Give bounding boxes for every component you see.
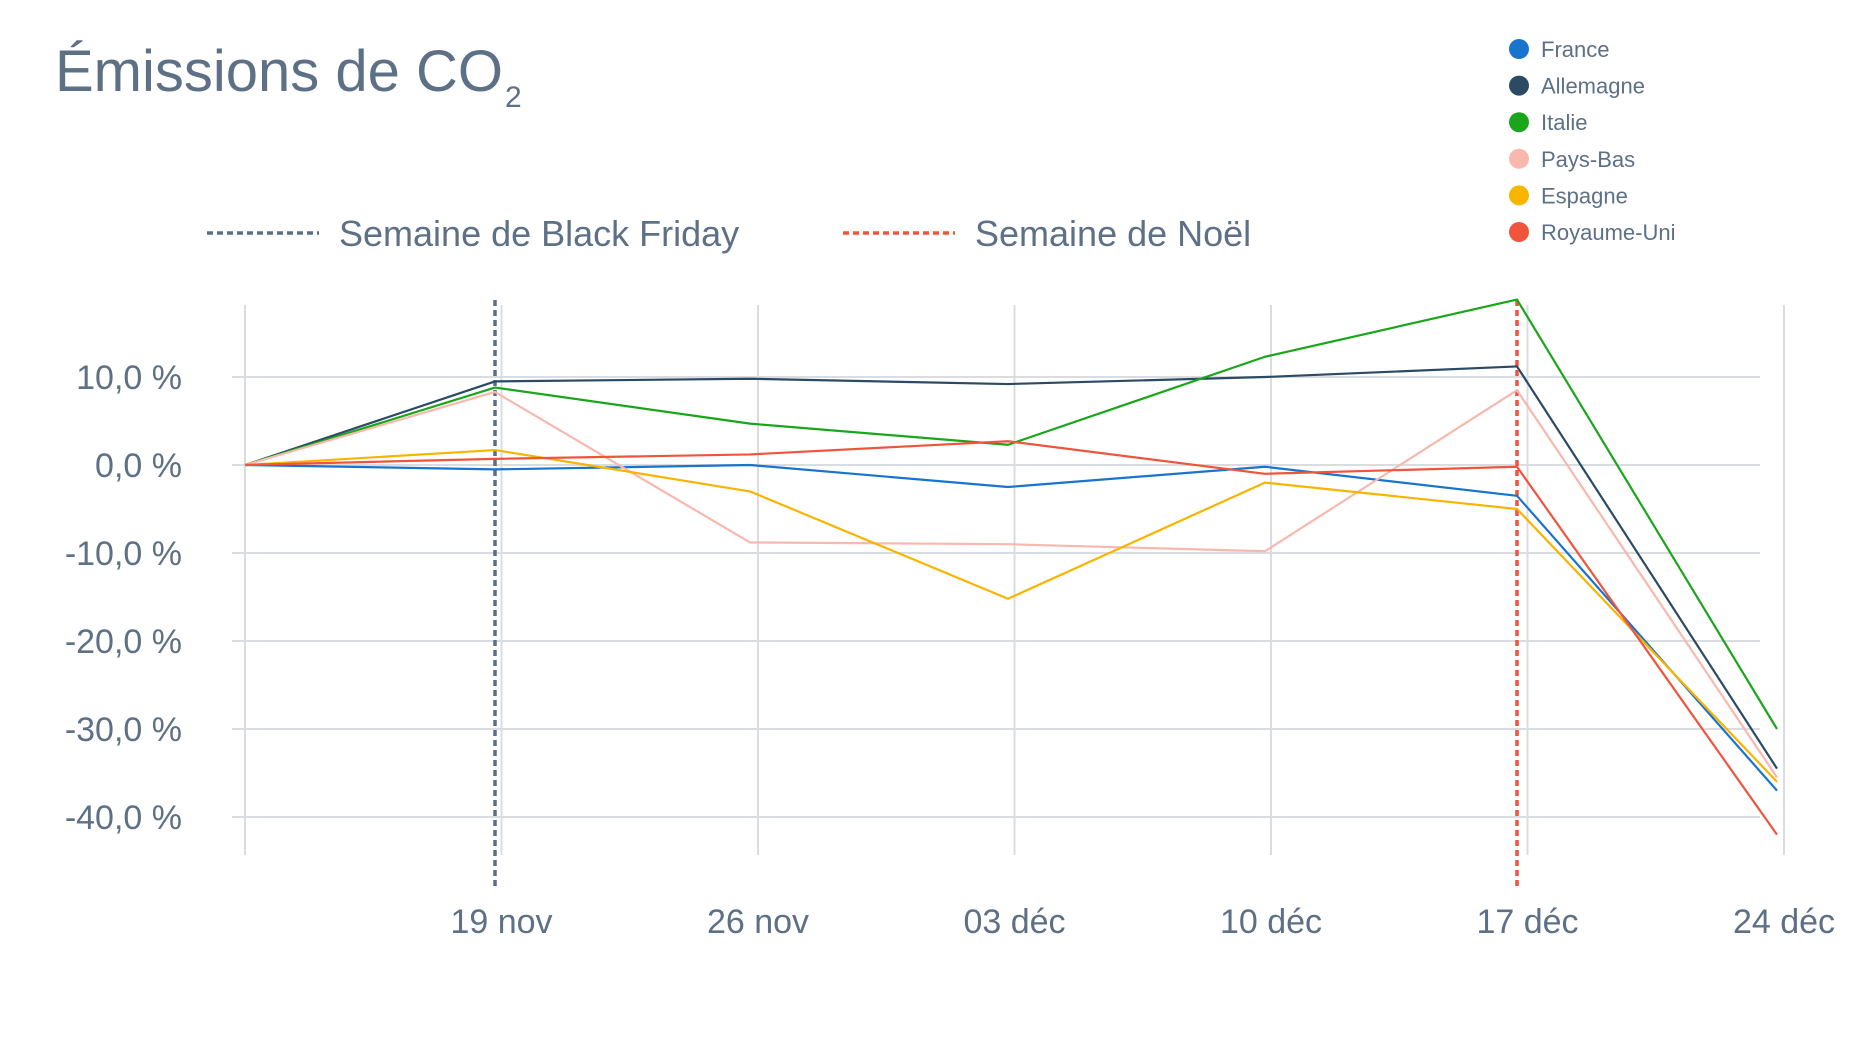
chart-title-subscript: 2	[505, 81, 522, 114]
x-tick-label: 03 déc	[963, 903, 1065, 941]
series-line	[244, 389, 1778, 779]
x-tick-label: 10 déc	[1220, 903, 1322, 941]
legend-marker	[1509, 75, 1529, 96]
reference-legend-label: Semaine de Noël	[975, 213, 1251, 254]
legend-label: Italie	[1541, 110, 1587, 135]
x-tick-label: 26 nov	[707, 903, 809, 941]
series-line	[244, 365, 1778, 770]
reference-legend-label: Semaine de Black Friday	[339, 213, 739, 254]
reference-legend: Semaine de Black Friday Semaine de Noël	[207, 213, 1251, 254]
legend-label: France	[1541, 37, 1609, 62]
legend-marker	[1509, 112, 1529, 133]
legend-label: Allemagne	[1541, 74, 1645, 99]
legend-marker	[1509, 185, 1529, 206]
series-line	[244, 448, 1778, 783]
chart-title: Émissions de CO2	[55, 38, 522, 115]
x-tick-label: 17 déc	[1476, 903, 1578, 941]
legend-label: Pays-Bas	[1541, 147, 1635, 172]
reference-lines	[493, 300, 1519, 888]
legend-marker	[1509, 148, 1529, 169]
series-lines	[244, 298, 1778, 836]
y-tick-label: 10,0 %	[76, 359, 182, 397]
y-tick-label: -30,0 %	[65, 711, 182, 749]
x-tick-label: 24 déc	[1733, 903, 1835, 941]
y-tick-label: 0,0 %	[95, 447, 182, 485]
y-tick-label: -10,0 %	[65, 535, 182, 573]
x-tick-label: 19 nov	[450, 903, 552, 941]
series-line	[244, 298, 1778, 730]
series-line	[244, 440, 1778, 836]
chart-title-main: Émissions de CO	[55, 39, 504, 104]
series-legend: France Allemagne Italie Pays-Bas Espagne Roya…	[1509, 37, 1676, 245]
series-line	[244, 463, 1778, 792]
legend-label: Royaume-Uni	[1541, 220, 1676, 245]
y-tick-label: -20,0 %	[65, 623, 182, 661]
axis-labels: 10,0 % 0,0 % -10,0 % -20,0 % -30,0 % -40,0 % 1…	[65, 359, 1835, 941]
legend-marker	[1509, 39, 1529, 59]
legend-label: Espagne	[1541, 183, 1628, 208]
legend-marker	[1509, 222, 1529, 242]
grid	[232, 305, 1785, 855]
y-tick-label: -40,0 %	[65, 799, 182, 837]
